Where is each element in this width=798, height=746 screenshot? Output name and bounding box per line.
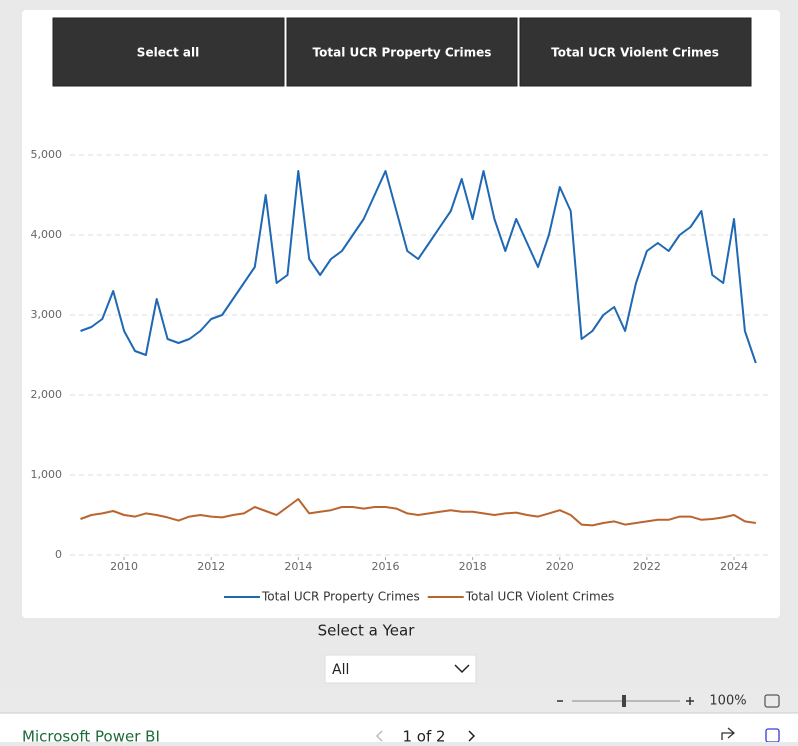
button-label[interactable]: Total UCR Violent Crimes [551, 46, 719, 60]
line-chart: 0 1,000 2,000 3,000 4,000 5,000 2010 2012 2014 20… [31, 148, 769, 604]
visual-card [22, 10, 780, 618]
button-bg[interactable] [519, 17, 752, 87]
y-tick-label: 1,000 [31, 468, 63, 481]
x-tick-label: 2012 [197, 560, 225, 573]
y-tick-label: 5,000 [31, 148, 63, 161]
brand[interactable]: Microsoft Power BI [22, 728, 160, 746]
zoom-in[interactable] [686, 697, 694, 705]
button-bg[interactable] [286, 17, 518, 87]
prev-page[interactable] [375, 730, 383, 742]
dropdown[interactable] [324, 654, 477, 684]
zoom-level: 100% [709, 694, 746, 709]
legend-label: Total UCR Property Crimes [261, 590, 420, 604]
x-tick-label: 2020 [546, 560, 574, 573]
zoom-knob[interactable] [622, 695, 626, 707]
button-label[interactable]: Total UCR Property Crimes [313, 46, 492, 60]
x-tick-label: 2014 [284, 560, 312, 573]
legend-label: Total UCR Violent Crimes [465, 590, 615, 604]
x-tick-label: 2024 [720, 560, 748, 573]
y-tick-label: 3,000 [31, 308, 63, 321]
chevron-icon[interactable] [454, 664, 470, 674]
button-bg[interactable] [52, 17, 285, 87]
page-indicator: 1 of 2 [402, 728, 445, 743]
series-line [80, 498, 756, 527]
button-label[interactable]: Select all [137, 46, 199, 60]
x-tick-label: 2016 [371, 560, 399, 573]
x-tick-label: 2010 [110, 560, 138, 573]
fit-icon[interactable] [764, 694, 780, 708]
y-tick-label: 0 [55, 548, 62, 561]
dropdown-value[interactable]: All [332, 662, 349, 678]
x-tick-label: 2018 [459, 560, 487, 573]
slicer-title: Select a Year [318, 622, 416, 640]
next-page[interactable] [468, 730, 476, 742]
x-tick-label: 2022 [633, 560, 661, 573]
footer [0, 713, 798, 742]
buttons: Select all Total UCR Property Crimes Tot… [52, 17, 752, 87]
share-icon[interactable] [721, 727, 736, 740]
y-tick-label: 4,000 [31, 228, 63, 241]
y-tick-label: 2,000 [31, 388, 63, 401]
series-line [80, 170, 757, 364]
